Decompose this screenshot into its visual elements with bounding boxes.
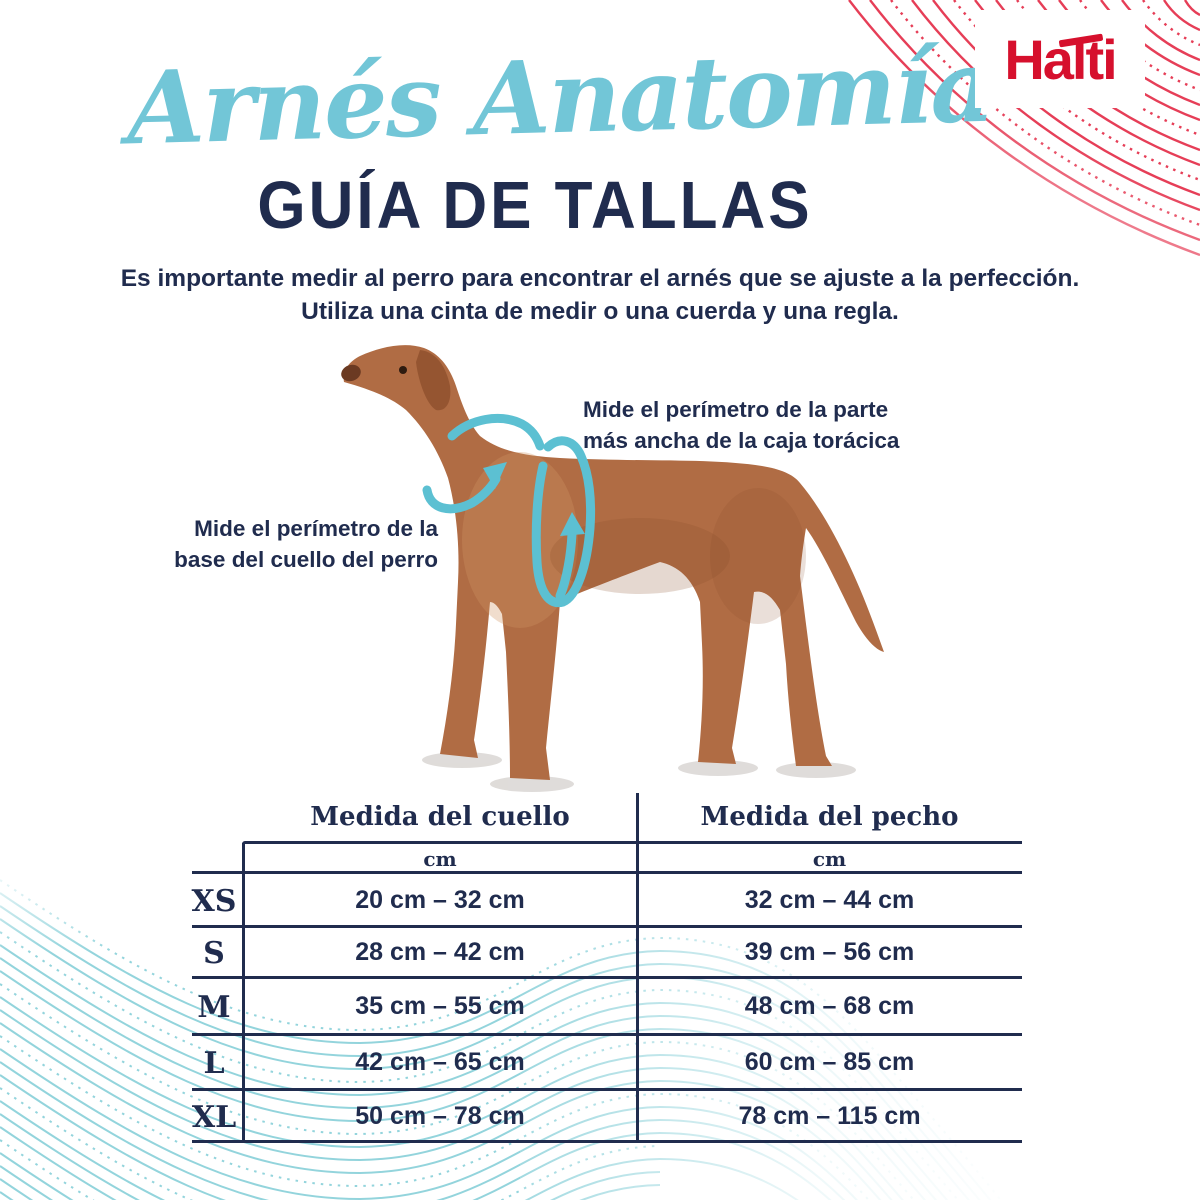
table-line-row4 — [192, 1088, 1022, 1091]
size-label-xl: XL — [191, 1100, 237, 1135]
table-divider-vertical-left — [242, 843, 245, 1142]
neck-value-m: 35 cm – 55 cm — [355, 992, 525, 1020]
chest-arrowhead — [560, 512, 585, 536]
table-line-header — [242, 841, 1022, 844]
neck-value-s: 28 cm – 42 cm — [355, 938, 525, 966]
table-line-row0 — [192, 871, 1022, 874]
intro-line-2: Utiliza una cinta de medir o una cuerda … — [301, 298, 899, 325]
dog-ear — [416, 350, 451, 411]
table-divider-vertical-center — [636, 793, 639, 1142]
dog-nose — [341, 364, 361, 382]
table-line-row2 — [192, 976, 1022, 979]
chest-value-l: 60 cm – 85 cm — [744, 1048, 915, 1076]
chest-measure-arrow — [531, 436, 596, 608]
table-line-row1 — [192, 925, 1022, 928]
paw-shadows — [422, 752, 856, 792]
col-header-neck: Medida del cuello — [310, 802, 570, 832]
chest-note-line2: más ancha de la caja torácica — [583, 428, 900, 453]
table-line-row5 — [192, 1140, 1022, 1143]
page-title: GUÍA DE TALLAS — [257, 169, 813, 243]
neck-value-l: 42 cm – 65 cm — [355, 1048, 525, 1076]
measure-arrows — [422, 413, 596, 608]
neck-note-line2: base del cuello del perro — [174, 547, 438, 572]
size-label-s: S — [203, 936, 225, 971]
unit-neck: cm — [423, 847, 457, 871]
unit-chest: cm — [812, 847, 847, 871]
neck-measure-note: Mide el perímetro de la base del cuello … — [150, 513, 438, 575]
neck-measure-arrow — [447, 413, 545, 451]
size-label-xs: XS — [191, 884, 237, 919]
table-line-row3 — [192, 1033, 1022, 1036]
chest-value-s: 39 cm – 56 cm — [744, 938, 915, 966]
halti-logo: Halti — [975, 10, 1145, 108]
intro-line-1: Es importante medir al perro para encont… — [120, 265, 1080, 292]
chest-measure-note: Mide el perímetro de la parte más ancha … — [583, 394, 913, 456]
intro-text: Es importante medir al perro para encont… — [0, 262, 1200, 328]
chest-note-line1: Mide el perímetro de la parte — [583, 397, 889, 422]
chest-value-m: 48 cm – 68 cm — [744, 992, 915, 1020]
size-label-l: L — [203, 1046, 225, 1081]
neck-note-line1: Mide el perímetro de la — [194, 516, 438, 541]
neck-arrowhead — [483, 462, 507, 489]
neck-value-xs: 20 cm – 32 cm — [355, 886, 525, 914]
col-header-chest: Medida del pecho — [700, 802, 959, 832]
dog-silhouette — [341, 345, 885, 780]
chest-value-xs: 32 cm – 44 cm — [744, 886, 915, 914]
dog-eye — [399, 366, 407, 374]
size-label-m: M — [197, 990, 231, 1025]
neck-value-xl: 50 cm – 78 cm — [355, 1102, 525, 1130]
teal-wave-fade-top — [0, 852, 540, 962]
chest-value-xl: 78 cm – 115 cm — [738, 1102, 921, 1130]
